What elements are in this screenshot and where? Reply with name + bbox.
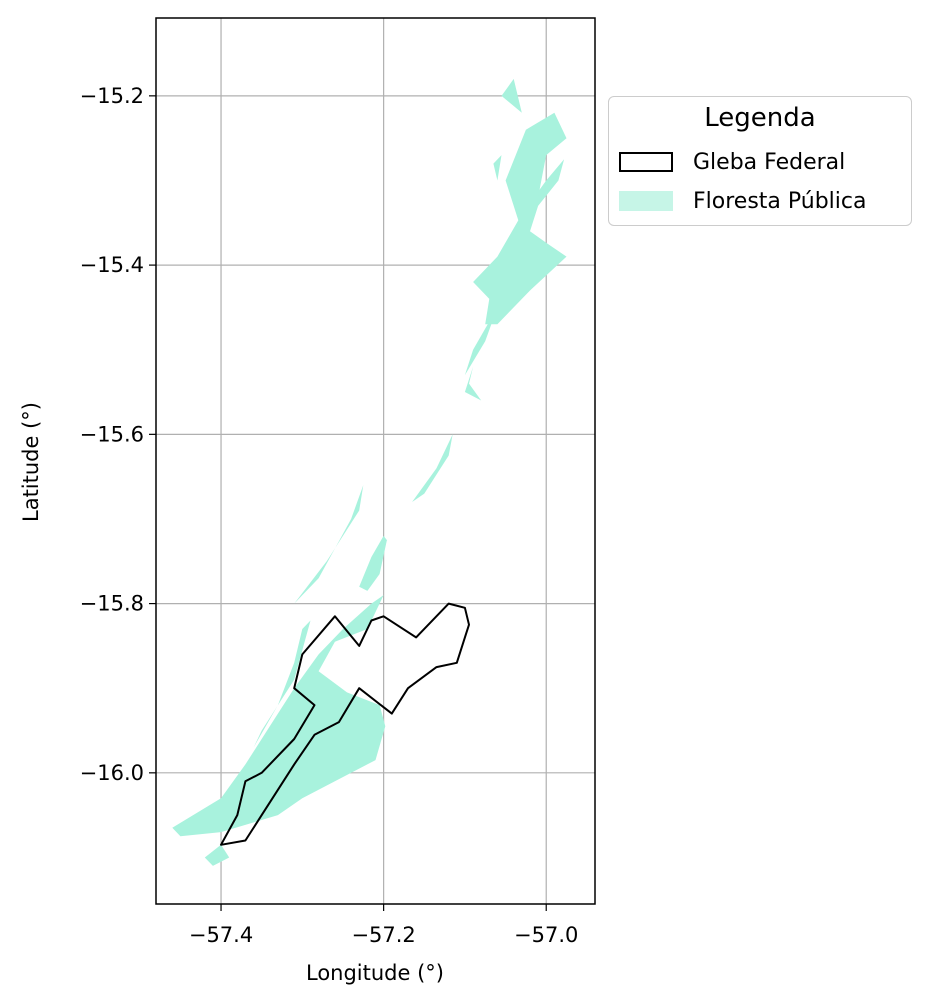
x-tick-label: −57.2	[351, 923, 415, 947]
floresta-publica-polygon	[464, 307, 498, 376]
floresta-publica-polygon	[473, 159, 567, 325]
floresta-publica-polygon	[294, 485, 364, 604]
y-tick-label: −16.0	[80, 761, 144, 785]
y-tick-label: −15.6	[80, 422, 144, 446]
x-axis-label: Longitude (°)	[306, 961, 444, 985]
grid-lines	[156, 18, 595, 904]
floresta-publica-polygon	[204, 844, 230, 866]
legend-item-floresta-publica: Floresta Pública	[619, 186, 866, 216]
x-tick-label: −57.4	[189, 923, 253, 947]
axis-ticks: −57.4 −57.2 −57.0 −15.2 −15.4 −15.6 −15.8 −16.0	[80, 84, 579, 947]
x-tick-label: −57.0	[514, 923, 578, 947]
map-layers	[172, 78, 567, 866]
floresta-publica-polygon	[359, 535, 387, 591]
floresta-publica-polygon	[501, 78, 522, 113]
legend-item-gleba-federal: Gleba Federal	[619, 147, 845, 177]
floresta-publica-polygon	[412, 434, 453, 502]
y-tick-label: −15.8	[80, 592, 144, 616]
floresta-publica-polygon	[493, 155, 502, 181]
floresta-swatch	[619, 191, 673, 211]
floresta-publica-polygon	[172, 595, 386, 837]
y-axis-label: Latitude (°)	[19, 402, 43, 522]
gleba-swatch	[619, 152, 673, 172]
plot-frame	[155, 17, 596, 905]
legend-label-floresta: Floresta Pública	[693, 188, 867, 214]
floresta-publica-polygon	[253, 620, 311, 748]
y-tick-label: −15.4	[80, 253, 144, 277]
legend-title: Legenda	[704, 103, 816, 133]
floresta-publica-polygon	[464, 366, 482, 401]
y-tick-label: −15.2	[80, 84, 144, 108]
gleba-federal-polygon	[220, 602, 470, 846]
floresta-publica-polygon	[505, 112, 567, 232]
legend-label-gleba: Gleba Federal	[693, 149, 846, 175]
legend: Legenda Gleba Federal Floresta Pública	[608, 96, 912, 226]
